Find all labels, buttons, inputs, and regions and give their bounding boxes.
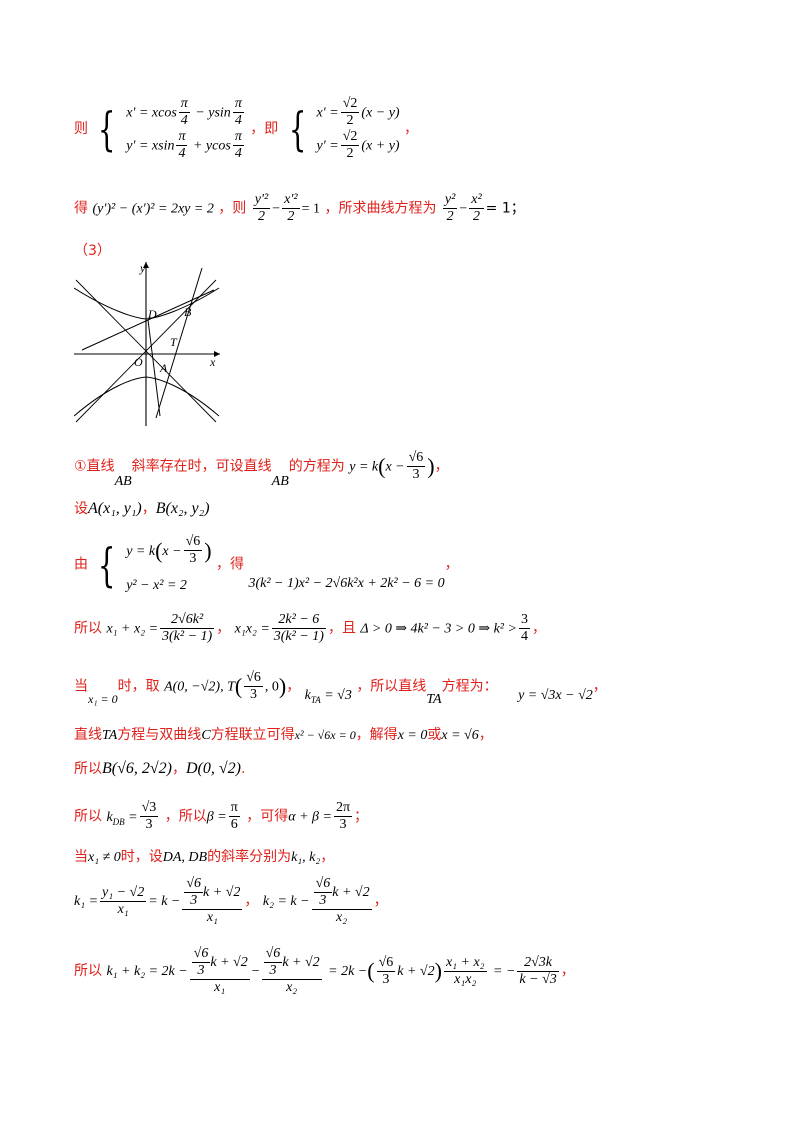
line-ab [155,267,203,419]
asymptote-2 [75,279,217,423]
slopes-line: k₁ = y₁ − √2 x₁ = k − √6 3 k + √2 x₁， k₂ = k − √… [74,876,388,926]
general-case-line: 当x₁ ≠ 0时，设DA, DB的斜率分别为k₁, k₂， [74,849,335,865]
angle-line: 所以 kDB = √3 3 ，所以β = π 6 ，可得α + β = 2π 3； [74,800,369,833]
rotation-eq-x: x′ = xcos π 4 − ysin π 4 [126,96,244,129]
vieta-line: 所以 x₁ + x₂ = 2√6k² 3(k² − 1)， x₁x₂ = 2k² − … [74,612,546,645]
left-brace: { [98,102,116,157]
ji-text: 即 [264,121,279,138]
simplified-system: x′ = √2 2 (x − y) y′ = √2 2 (x + y) [316,96,400,162]
label-o: O [134,355,143,369]
part-3-label: （3） [74,243,111,259]
rotation-eq-y: y′ = xsin π 4 + ycos π 4 [126,129,244,162]
label-t: T [170,335,178,349]
curve-equation-line: 得 (y′)² − (x′)² = 2xy = 2 ，则 y′² 2− x′² 2 = … [74,192,525,225]
x-axis-arrow [214,351,220,357]
points-def-line: 设A(x₁, y₁)，B(x₂, y₂) [74,500,210,517]
left-brace-2: { [288,102,307,157]
hyperbola-figure: y x O D B T A [73,258,224,426]
ze-text: 则 [74,121,88,138]
label-a: A [159,361,168,375]
rotation-system: x′ = xcos π 4 − ysin π 4 y′ = xsin π 4 + ycos π… [126,96,246,162]
line-ab-equation: ①直线AB斜率存在时，可设直线AB的方程为 y = k(x − √6 3)， [74,450,449,489]
label-x: x [209,355,216,369]
intersection-line: 直线TA方程与双曲线C方程联立可得x² − √6x = 0，解得x = 0或x … [74,727,493,743]
special-case-line: 当x₁ = 0时，取 A(0, −√2), T(√6 3, 0)， kTA = √… [74,670,607,707]
label-y: y [139,261,146,275]
slope-sum-line: 所以 k₁ + k₂ = 2k − √6 3 k + √2 x₁ − √6 3 k + √2 x₂… [74,946,575,996]
system-line: 由 { y = k(x − √6 3) y² − x² = 2 ，得 3(k² − … [74,534,459,593]
y-axis-arrow [143,262,149,268]
rotation-system-line: 则 { x′ = xcos π 4 − ysin π 4 y′ = xsin π 4 + y… [74,96,419,162]
line-da [147,319,161,417]
label-b: B [184,305,192,319]
figure-svg: y x O D B T A [73,261,220,426]
points-bd-line: 所以B(√6, 2√2)，D(0, √2). [74,760,246,777]
label-d: D [147,307,157,321]
